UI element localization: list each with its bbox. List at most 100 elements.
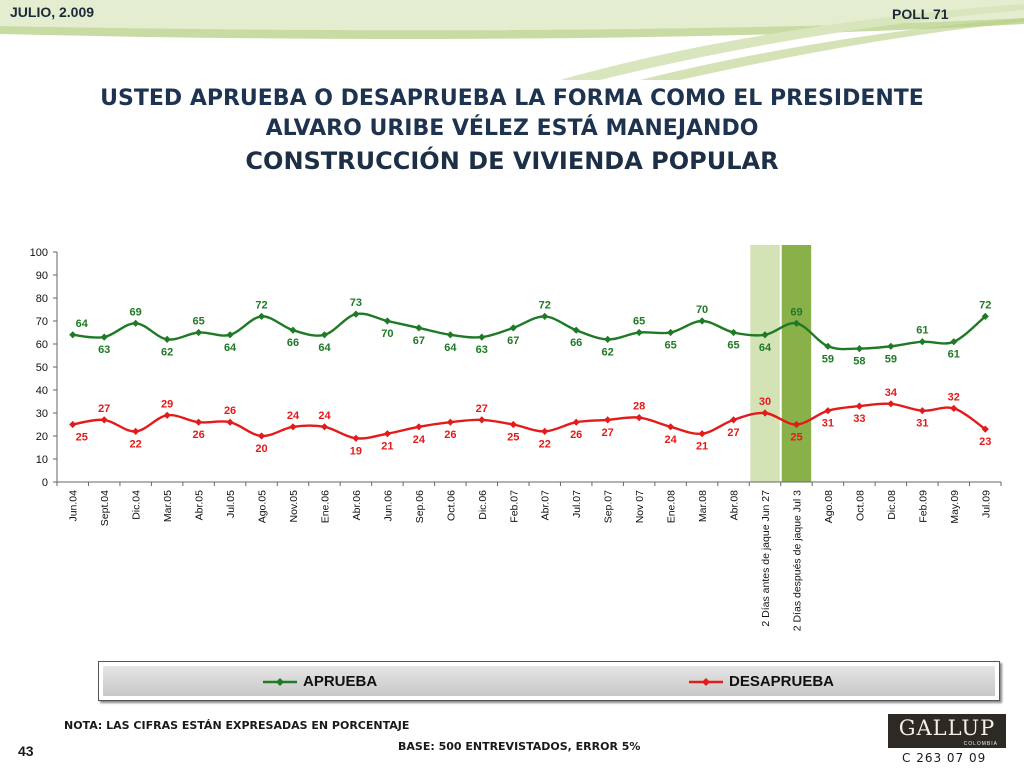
point-desaprueba [855,402,863,410]
gallup-logo: GALLUP COLOMBIA [888,714,1006,748]
point-aprueba [635,328,643,337]
chart-axes [53,251,1002,486]
y-tick-label: 0 [42,477,48,489]
point-desaprueba [541,427,549,435]
data-label-aprueba: 64 [76,318,89,330]
x-tick-label: Jul.09 [980,490,992,518]
data-label-desaprueba: 21 [381,441,393,453]
legend-label-desaprueba: DESAPRUEBA [729,673,835,690]
point-desaprueba [635,414,643,422]
data-label-aprueba: 64 [224,342,237,354]
x-tick-label: Feb.07 [508,490,520,523]
legend: APRUEBA DESAPRUEBA [98,661,1000,701]
data-label-desaprueba: 24 [318,410,331,422]
x-tick-label: Oct.08 [854,490,866,521]
point-aprueba [509,324,517,332]
point-desaprueba [792,420,801,429]
header-date: JULIO, 2.009 [10,4,95,20]
chart-title-line-2: ALVARO URIBE VÉLEZ ESTÁ MANEJANDO [265,116,759,141]
point-desaprueba [100,416,108,424]
point-desaprueba [226,418,234,426]
point-desaprueba [163,411,171,419]
logo-subtext: COLOMBIA [963,741,998,747]
point-desaprueba [761,409,769,417]
data-label-desaprueba: 24 [287,410,300,422]
point-aprueba [572,326,580,334]
point-aprueba [69,331,77,339]
x-tick-label: Jun.04 [68,490,80,522]
point-desaprueba [509,420,517,429]
data-label-aprueba: 58 [853,356,865,368]
data-label-desaprueba: 26 [570,429,582,441]
y-tick-label: 80 [36,293,48,305]
x-tick-label: Abr.08 [729,490,741,521]
point-desaprueba [729,416,738,424]
footnote: NOTA: LAS CIFRAS ESTÁN EXPRESADAS EN POR… [64,719,410,732]
data-label-desaprueba: 22 [130,438,142,450]
point-aprueba [226,331,234,339]
data-label-aprueba: 65 [633,316,645,328]
data-label-desaprueba: 32 [948,391,960,403]
data-label-desaprueba: 25 [790,432,802,444]
point-desaprueba [415,423,423,431]
data-label-aprueba: 69 [790,306,802,318]
point-desaprueba [289,423,297,431]
point-aprueba [415,324,423,332]
point-aprueba [604,335,612,343]
data-label-desaprueba: 34 [885,387,898,399]
point-aprueba [667,328,675,337]
point-desaprueba [69,420,77,429]
data-label-desaprueba: 20 [255,443,267,455]
data-labels: 64 63 69 62 65 64 72 66 64 73 70 67 64 63 67 72 66 62 65 65… [76,297,992,457]
point-aprueba [729,328,738,337]
point-aprueba [132,319,140,327]
point-desaprueba [950,404,958,412]
x-tick-label: Mar.05 [162,490,174,522]
point-aprueba [446,331,454,339]
line-chart: 0 10 20 30 40 50 60 70 80 90 100 Jun.04 Sept.04 Dic.… [30,245,1002,631]
data-label-desaprueba: 26 [192,429,204,441]
point-aprueba [698,317,706,325]
y-tick-label: 50 [36,362,48,374]
x-tick-label: Feb.09 [917,490,929,523]
data-label-desaprueba: 24 [664,434,677,446]
data-label-aprueba: 59 [822,353,834,365]
data-label-aprueba: 61 [948,349,960,361]
data-label-desaprueba: 27 [727,427,739,439]
x-tick-label: Sept.04 [99,490,111,526]
data-label-desaprueba: 26 [444,429,456,441]
x-tick-label: 2 Días después de jaque Jul 3 [791,490,803,631]
point-aprueba [855,345,863,353]
x-tick-label: Abr.06 [351,490,363,521]
data-label-aprueba: 67 [507,335,519,347]
data-label-desaprueba: 24 [413,434,426,446]
data-label-desaprueba: 29 [161,398,173,410]
point-desaprueba [667,423,675,431]
data-label-aprueba: 66 [570,337,582,349]
x-tick-label: Ene.06 [319,490,331,523]
point-desaprueba [604,416,612,424]
y-tick-label: 40 [36,385,48,397]
point-aprueba [352,310,360,318]
point-aprueba [478,333,486,341]
data-label-desaprueba: 26 [224,405,236,417]
data-label-aprueba: 63 [98,344,110,356]
data-label-desaprueba: 27 [476,403,488,415]
data-label-aprueba: 70 [696,304,708,316]
data-label-aprueba: 72 [255,299,267,311]
legend-swatch-aprueba [263,677,297,686]
series-points [69,310,989,442]
highlight-band-1 [781,245,812,482]
x-tick-label: Mar.08 [697,490,709,522]
point-desaprueba [352,434,360,442]
x-tick-label: Jul.07 [571,490,583,518]
point-desaprueba [698,430,706,438]
point-desaprueba [257,432,266,440]
x-tick-label: Dic.04 [131,490,143,520]
y-tick-label: 100 [30,247,48,259]
point-aprueba [541,312,549,320]
point-desaprueba [824,407,832,415]
data-label-desaprueba: 27 [98,403,110,415]
data-label-aprueba: 66 [287,337,299,349]
data-label-aprueba: 70 [381,328,393,340]
